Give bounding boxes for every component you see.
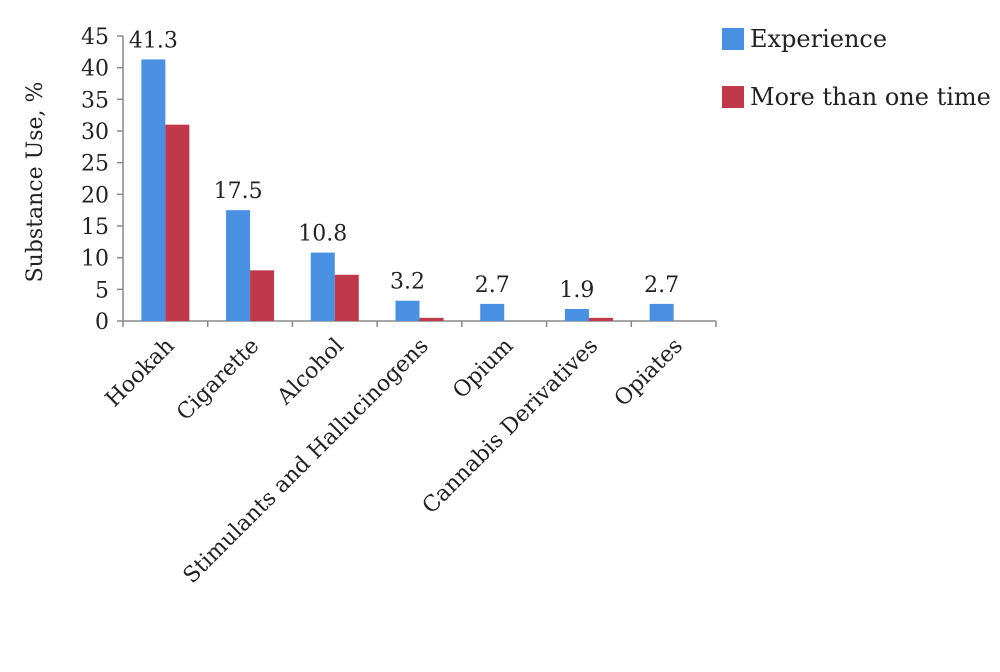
legend-swatch-more-than-one-time — [722, 86, 744, 108]
y-axis-title: Substance Use, % — [23, 82, 48, 283]
x-tick-label-cannabis-derivatives: Cannabis Derivatives — [418, 334, 603, 519]
x-tick-label-opium: Opium — [448, 333, 518, 403]
x-tick-label-opiates: Opiates — [610, 334, 688, 412]
x-tick-label-cigarette: Cigarette — [172, 334, 264, 426]
legend-item-experience: Experience — [722, 24, 991, 54]
data-label-alcohol: 10.8 — [298, 222, 347, 247]
y-tick-label: 45 — [81, 25, 109, 50]
data-label-stimulants-and-hallucinogens: 3.2 — [390, 270, 425, 295]
data-label-hookah: 41.3 — [129, 28, 178, 53]
bar-experience-hookah — [141, 59, 166, 321]
data-label-cigarette: 17.5 — [214, 179, 263, 204]
data-labels: 41.3 17.5 10.8 3.2 2.7 1.9 2.7 — [129, 28, 679, 303]
x-tick-label-alcohol: Alcohol — [272, 334, 349, 411]
legend-label-experience: Experience — [750, 25, 888, 53]
bar-more-than-one-time-alcohol — [334, 274, 359, 321]
y-tick-label: 35 — [81, 88, 109, 113]
axes: 0 5 10 15 20 25 30 35 40 45 — [81, 25, 717, 335]
bar-experience-cigarette — [226, 210, 251, 321]
bar-more-than-one-time-cannabis-derivatives — [588, 317, 613, 321]
y-tick-label: 40 — [81, 57, 109, 82]
bar-more-than-one-time-hookah — [165, 124, 190, 322]
legend-label-more-than-one-time: More than one time — [750, 83, 991, 111]
data-label-opium: 2.7 — [475, 273, 510, 298]
y-tick-label: 0 — [95, 310, 109, 335]
y-tick-label: 25 — [81, 152, 109, 177]
y-tick-label: 30 — [81, 120, 109, 145]
data-label-opiates: 2.7 — [644, 273, 679, 298]
bar-experience-cannabis-derivatives — [564, 308, 589, 321]
bar-more-than-one-time-stimulants-and-hallucinogens — [419, 317, 444, 321]
x-tick-label-hookah: Hookah — [101, 334, 180, 413]
y-tick-label: 15 — [81, 215, 109, 240]
y-tick-label: 10 — [81, 247, 109, 272]
bar-experience-alcohol — [310, 252, 335, 321]
legend: Experience More than one time — [722, 24, 991, 140]
bar-more-than-one-time-cigarette — [250, 270, 275, 321]
data-label-cannabis-derivatives: 1.9 — [559, 278, 594, 303]
bars — [141, 59, 674, 322]
y-tick-label: 5 — [95, 278, 109, 303]
bar-experience-stimulants-and-hallucinogens — [395, 300, 420, 321]
legend-swatch-experience — [722, 28, 744, 50]
bar-experience-opiates — [649, 303, 674, 321]
y-tick-label: 20 — [81, 183, 109, 208]
legend-item-more-than-one-time: More than one time — [722, 82, 991, 112]
bar-experience-opium — [480, 303, 505, 321]
